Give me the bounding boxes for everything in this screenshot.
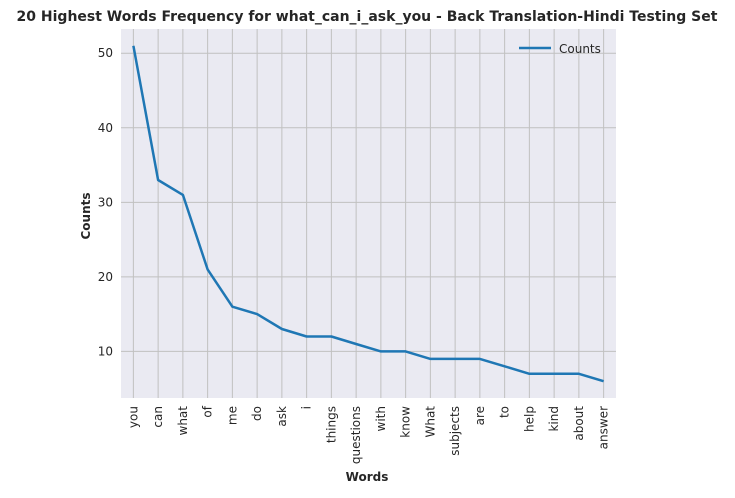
x-tick-label: you xyxy=(126,406,140,428)
plot-area xyxy=(121,29,616,398)
x-tick-label: to xyxy=(498,406,512,418)
x-tick-label: about xyxy=(572,406,586,441)
x-tick-label: subjects xyxy=(448,406,462,456)
y-axis-ticks: 10 20 30 40 50 xyxy=(98,46,113,358)
x-tick-label: can xyxy=(151,406,165,428)
legend-label: Counts xyxy=(559,42,601,56)
x-tick-label: ask xyxy=(275,406,289,427)
chart-title: 20 Highest Words Frequency for what_can_… xyxy=(17,9,718,25)
y-tick-label: 10 xyxy=(98,344,113,358)
x-tick-label: things xyxy=(324,406,338,443)
x-tick-label: What xyxy=(423,406,437,438)
y-tick-label: 40 xyxy=(98,121,113,135)
x-tick-label: know xyxy=(399,406,413,438)
x-tick-label: questions xyxy=(349,406,363,464)
x-tick-label: what xyxy=(176,406,190,436)
y-tick-label: 30 xyxy=(98,195,113,209)
x-tick-label: kind xyxy=(547,406,561,432)
y-tick-label: 20 xyxy=(98,270,113,284)
x-tick-label: with xyxy=(374,406,388,431)
x-tick-label: i xyxy=(300,406,314,409)
x-tick-label: help xyxy=(522,406,536,432)
x-tick-label: answer xyxy=(597,406,611,449)
x-axis-label: Words xyxy=(346,470,389,484)
y-tick-label: 50 xyxy=(98,46,113,60)
x-tick-label: of xyxy=(201,405,215,417)
x-tick-label: do xyxy=(250,406,264,421)
x-tick-label: me xyxy=(225,406,239,425)
x-tick-label: are xyxy=(473,406,487,425)
y-axis-label: Counts xyxy=(79,192,93,239)
